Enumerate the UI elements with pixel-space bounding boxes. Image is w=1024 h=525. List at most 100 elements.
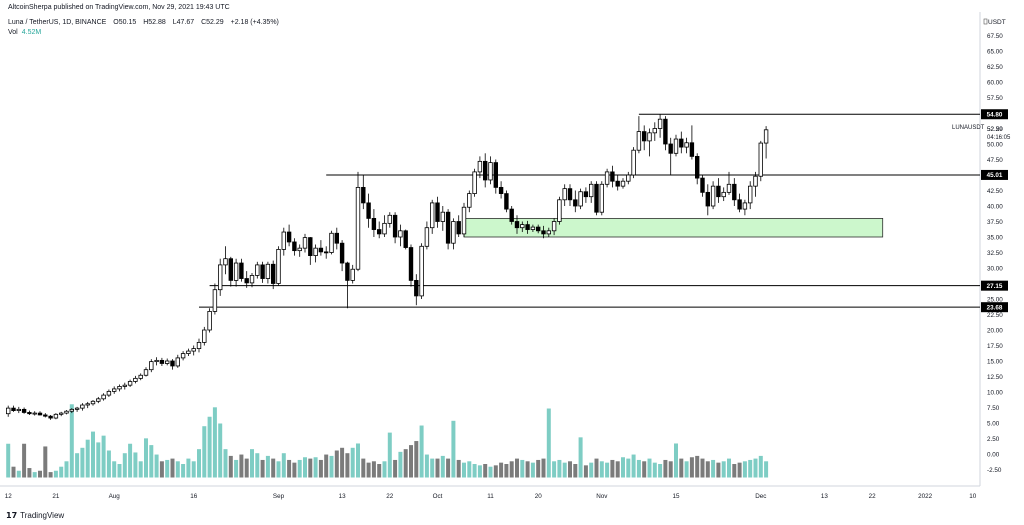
candle-body — [440, 211, 445, 222]
candle-body — [610, 171, 615, 182]
x-tick-label: Oct — [433, 493, 443, 500]
candle-body — [112, 388, 117, 392]
volume-bar — [371, 461, 376, 478]
candle-body — [689, 142, 695, 157]
candle-body — [21, 408, 27, 413]
volume-bar — [663, 459, 668, 478]
volume-bar — [636, 459, 641, 478]
volume-bar — [393, 459, 398, 478]
candle-body — [53, 413, 59, 419]
volume-bar — [128, 443, 133, 478]
tradingview-brand[interactable]: 17 TradingView — [6, 511, 64, 520]
symbol-chart-label: LUNAUSDT — [952, 125, 985, 131]
volume-bar — [689, 457, 694, 478]
y-tick-label: 67.50 — [987, 33, 1003, 40]
volume-bar — [700, 458, 705, 478]
volume-bar — [48, 472, 53, 478]
candle-body — [716, 185, 721, 198]
volume-bar — [255, 453, 260, 478]
candle-body — [85, 403, 90, 406]
volume-bar — [260, 459, 265, 478]
volume-bar — [557, 459, 562, 478]
volume-bar — [292, 462, 297, 478]
volume-bar — [456, 459, 461, 478]
volume-bar — [350, 447, 355, 478]
y-tick-label: 30.00 — [987, 265, 1003, 272]
symbol-label[interactable]: Luna / TetherUS, 1D, BINANCE — [8, 19, 107, 26]
candle-body — [6, 407, 11, 415]
volume-bar — [684, 461, 689, 478]
x-tick-label: 13 — [339, 493, 347, 500]
volume-bar — [64, 461, 69, 478]
volume-bar — [488, 466, 493, 478]
volume-bar — [223, 449, 228, 478]
volume-bar — [159, 461, 164, 478]
x-tick-label: 20 — [535, 493, 543, 500]
candle-body — [636, 131, 642, 151]
candle-body — [652, 128, 657, 134]
x-tick-label: Dec — [755, 493, 766, 500]
candle-body — [525, 224, 530, 230]
volume-bar — [91, 431, 95, 478]
level-badge — [981, 109, 1008, 120]
volume-bar — [80, 447, 85, 478]
volume-bar — [244, 458, 249, 478]
volume-bar — [647, 458, 652, 478]
volume-bar — [727, 458, 731, 478]
volume-bar — [509, 461, 514, 478]
candle-body — [361, 186, 366, 204]
y-tick-label: 35.00 — [987, 234, 1003, 241]
volume-bar — [313, 457, 318, 478]
volume-bar — [552, 461, 557, 478]
close-value: C52.29 — [201, 19, 224, 26]
y-tick-label: 5.00 — [987, 420, 1000, 427]
candle-body — [255, 264, 260, 276]
candle-body — [392, 214, 398, 238]
volume-bar — [758, 455, 763, 478]
volume-bar — [520, 459, 525, 478]
candle-body — [679, 138, 684, 148]
bar-countdown-label: 04:16:05 — [987, 135, 1011, 141]
volume-bar — [69, 404, 74, 478]
candle-body — [96, 398, 101, 402]
y-tick-label: 32.50 — [987, 250, 1003, 257]
candle-body — [127, 381, 133, 386]
volume-bar — [318, 459, 323, 478]
candle-body — [387, 214, 392, 224]
candle-body — [461, 206, 467, 235]
volume-legend: Vol 4.52M — [8, 29, 41, 36]
volume-bar — [737, 462, 742, 478]
candle-body — [551, 221, 557, 232]
level-badge-label: 45.01 — [987, 172, 1003, 179]
volume-bar — [112, 461, 117, 478]
candle-body — [207, 310, 212, 331]
candle-body — [573, 199, 578, 207]
candle-body — [212, 289, 218, 312]
candle-body — [514, 221, 520, 229]
volume-bar — [297, 459, 302, 478]
candle-body — [732, 183, 737, 201]
volume-bar — [568, 461, 572, 478]
volume-bar — [38, 470, 42, 478]
candle-body — [382, 222, 387, 235]
candle-body — [345, 262, 350, 281]
candle-body — [16, 408, 21, 411]
high-value: H52.88 — [143, 19, 166, 26]
candle-body — [339, 242, 345, 264]
candle-body — [43, 414, 48, 417]
candle-body — [260, 264, 265, 279]
candle-body — [700, 177, 705, 193]
x-tick-label: 2022 — [918, 493, 933, 500]
x-tick-label: 15 — [672, 493, 680, 500]
y-tick-label: 57.50 — [987, 95, 1003, 102]
volume-bar — [170, 458, 175, 478]
candle-body — [673, 138, 679, 154]
candle-body — [435, 202, 440, 222]
volume-bar — [43, 446, 48, 478]
candle-body — [292, 241, 297, 252]
candle-body — [270, 263, 276, 284]
tradingview-logo-icon: 17 — [6, 511, 18, 520]
volume-bar — [53, 470, 58, 478]
volume-bar — [419, 425, 424, 478]
